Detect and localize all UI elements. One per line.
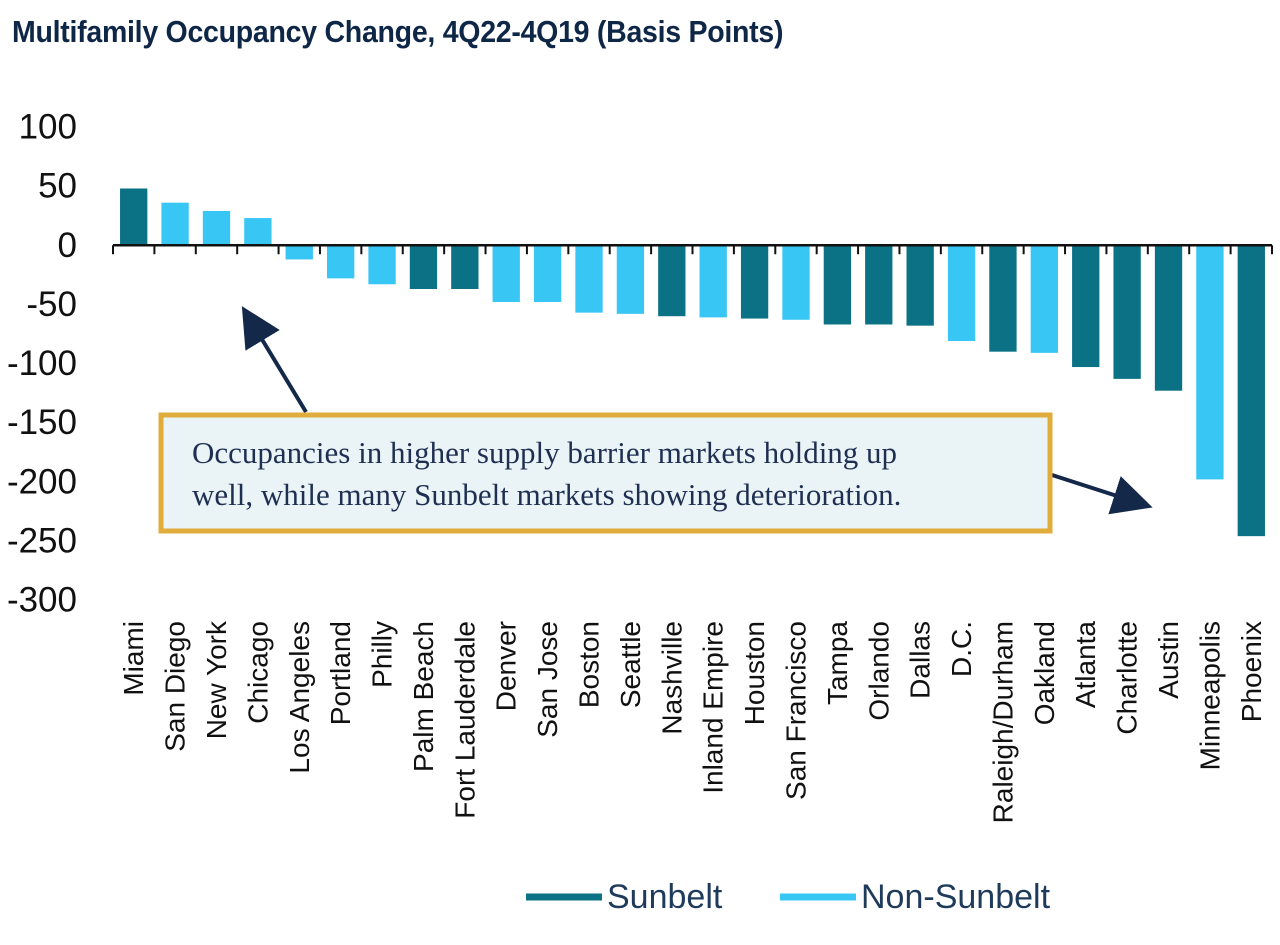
legend-label-non-sunbelt: Non-Sunbelt [861,878,1051,916]
x-tick-label: Miami [118,621,149,696]
x-tick-label: Philly [367,621,398,688]
x-tick-label: Tampa [822,621,853,705]
annotation-line-1: Occupancies in higher supply barrier mar… [192,435,897,470]
x-tick-label: Orlando [863,621,894,721]
bar-minneapolis [1196,245,1224,480]
y-tick-label: -150 [7,403,77,442]
bar-san-francisco [782,245,810,320]
chart-title: Multifamily Occupancy Change, 4Q22-4Q19 … [12,14,784,49]
bar-seattle [616,245,645,314]
bar-fort-lauderdale [451,245,479,290]
x-tick-label: San Jose [532,621,563,738]
x-tick-label: New York [201,620,232,739]
x-tick-label: Fort Lauderdale [449,621,480,819]
x-tick-label: Seattle [615,621,646,708]
bar-philly [368,245,396,285]
x-tick-label: Inland Empire [698,621,729,794]
x-tick-label: Dallas [905,621,936,699]
bar-san-diego [161,202,189,246]
x-axis-tick-labels: Miami San Diego New York Chicago Los Angeles… [118,620,1267,823]
x-tick-label: Minneapolis [1194,621,1225,770]
y-tick-label: 50 [38,167,77,206]
bar-austin [1154,245,1183,391]
x-tick-label: Atlanta [1070,621,1101,709]
annotation-arrow-right [1051,473,1153,515]
bar-tampa [823,245,852,325]
bar-palm-beach [409,245,438,290]
x-tick-label: Portland [325,621,356,725]
bar-new-york [202,210,231,246]
x-tick-label: Boston [574,621,605,708]
y-tick-label: 0 [58,226,77,265]
bar-miami [120,188,148,246]
bar-atlanta [1072,245,1100,368]
y-tick-label: 100 [19,108,77,147]
y-tick-label: -300 [7,581,77,620]
bar-charlotte [1113,245,1141,379]
y-tick-label: -50 [26,285,77,324]
x-axis [112,244,1273,255]
bar-boston [575,245,603,313]
bars [120,188,1265,537]
bar-portland [327,245,355,279]
legend: Sunbelt Non-Sunbelt [526,878,1051,916]
x-tick-label: Phoenix [1236,621,1267,722]
bar-phoenix [1237,245,1265,537]
y-tick-label: -250 [7,521,77,560]
legend-label-sunbelt: Sunbelt [607,878,723,916]
bar-inland-empire [699,245,727,318]
bar-chicago [244,218,272,246]
bar-nashville [658,245,686,317]
x-tick-label: San Diego [160,621,191,752]
bar-raleigh-durham [989,245,1017,352]
annotation-box-frame [158,412,1053,534]
x-tick-label: D.C. [946,621,977,677]
annotation-box: Occupancies in higher supply barrier mar… [158,412,1053,534]
bar-denver [492,245,520,303]
x-tick-label: Austin [1153,621,1184,699]
bar-san-jose [533,245,562,303]
x-tick-label: San Francisco [780,621,811,800]
y-tick-label: -200 [7,462,77,501]
bar-los-angeles [285,245,313,260]
bar-d-c- [947,245,976,342]
x-tick-label: Charlotte [1112,621,1143,735]
x-tick-label: Palm Beach [408,621,439,772]
x-tick-label: Raleigh/Durham [987,621,1018,823]
y-tick-label: -100 [7,344,77,383]
bar-dallas [906,245,934,326]
x-tick-label: Houston [739,621,770,725]
bar-oakland [1030,245,1058,353]
x-tick-label: Los Angeles [284,621,315,774]
x-tick-label: Nashville [656,621,687,735]
x-tick-label: Oakland [1029,621,1060,725]
x-tick-label: Chicago [242,621,273,724]
annotation-line-2: well, while many Sunbelt markets showing… [192,477,901,512]
y-axis-tick-labels: 100 50 0 -50 -100 -150 -200 -250 -300 [7,108,77,620]
bar-orlando [865,245,893,325]
x-tick-label: Denver [491,621,522,711]
annotation-arrow-left [241,306,308,414]
bar-houston [740,245,769,319]
